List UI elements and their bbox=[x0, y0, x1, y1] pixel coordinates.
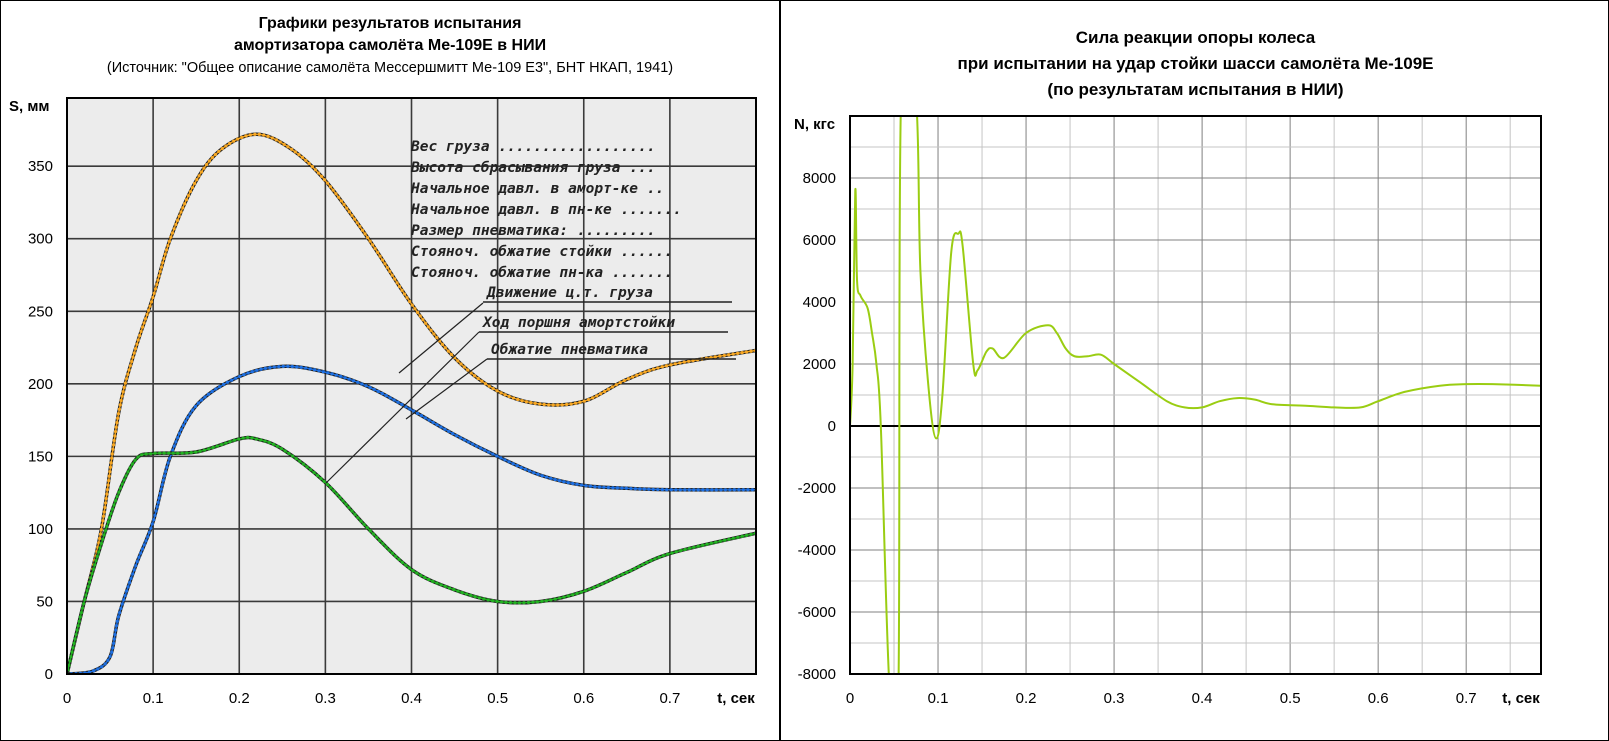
handwritten-parameter: Высота сбрасывания груза ... bbox=[410, 160, 655, 176]
y-axis-label: S, мм bbox=[9, 98, 50, 115]
y-axis-label: N, кгс bbox=[794, 116, 835, 133]
y-tick-label: -6000 bbox=[798, 604, 836, 621]
y-tick-label: 300 bbox=[28, 231, 53, 248]
series-group bbox=[67, 132, 756, 674]
panel-divider bbox=[779, 1, 781, 740]
y-tick-label: -2000 bbox=[798, 480, 836, 497]
handwritten-parameter: Начальное давл. в пн-ке ....... bbox=[410, 202, 682, 218]
plot-border bbox=[66, 97, 757, 675]
x-tick-label: 0.7 bbox=[659, 690, 680, 707]
x-tick-label: 0.4 bbox=[401, 690, 422, 707]
y-tick-label: 0 bbox=[828, 418, 836, 435]
y-tick-label: 6000 bbox=[803, 232, 836, 249]
x-tick-label: 0.6 bbox=[1368, 690, 1389, 707]
series-group bbox=[850, 116, 1541, 674]
y-tick-label: 4000 bbox=[803, 294, 836, 311]
handwritten-parameter: Стояноч. обжатие пн-ка ....... bbox=[411, 265, 673, 281]
x-tick-label: 0.1 bbox=[928, 690, 949, 707]
y-tick-label: 2000 bbox=[803, 356, 836, 373]
left-chart: 0 50 100 150 200 250 300 350 0 0.1 0.2 0.3 0.4 0.5 0.6… bbox=[9, 97, 757, 707]
x-tick-label: 0.3 bbox=[315, 690, 336, 707]
series-markers bbox=[67, 364, 756, 674]
leader-line bbox=[325, 331, 480, 484]
left-title-line2: амортизатора самолёта Ме-109Е в НИИ bbox=[233, 37, 547, 54]
left-title-line1: Графики результатов испытания bbox=[258, 15, 522, 32]
left-source-note: (Источник: "Общее описание самолёта Месс… bbox=[106, 60, 674, 76]
x-tick-label: 0.6 bbox=[573, 690, 594, 707]
series-line bbox=[850, 116, 1541, 674]
right-title-line1: Сила реакции опоры колеса bbox=[1075, 28, 1316, 47]
series-markers bbox=[67, 435, 756, 674]
x-tick-label: 0.1 bbox=[143, 690, 164, 707]
x-tick-label: 0 bbox=[846, 690, 854, 707]
x-tick-label: 0 bbox=[63, 690, 71, 707]
left-chart-title: Графики результатов испытания амортизато… bbox=[1, 13, 779, 79]
y-tick-label: 50 bbox=[36, 593, 53, 610]
y-tick-label: 200 bbox=[28, 376, 53, 393]
x-tick-label: 0.2 bbox=[1016, 690, 1037, 707]
plot-border bbox=[849, 115, 1542, 675]
y-tick-label: -8000 bbox=[798, 666, 836, 683]
series-markers bbox=[67, 132, 756, 674]
right-chart-title: Сила реакции опоры колеса при испытании … bbox=[781, 25, 1608, 103]
right-title-line3: (по результатам испытания в НИИ) bbox=[1047, 80, 1344, 99]
curve-label: Обжатие пневматика bbox=[491, 342, 648, 358]
right-title-line2: при испытании на удар стойки шасси самол… bbox=[957, 54, 1434, 73]
x-tick-label: 0.5 bbox=[1280, 690, 1301, 707]
leader-line bbox=[405, 358, 488, 420]
y-tick-label: 100 bbox=[28, 521, 53, 538]
curve-label: Движение ц.т. груза bbox=[486, 285, 653, 301]
x-tick-label: 0.4 bbox=[1192, 690, 1213, 707]
x-tick-label: 0.3 bbox=[1104, 690, 1125, 707]
x-tick-label: 0.7 bbox=[1456, 690, 1477, 707]
y-tick-label: 150 bbox=[28, 448, 53, 465]
x-tick-label: 0.2 bbox=[229, 690, 250, 707]
y-tick-label: 8000 bbox=[803, 170, 836, 187]
right-chart: -8000 -6000 -4000 -2000 0 2000 4000 6000 8000 0 0.… bbox=[794, 115, 1542, 707]
y-tick-label: 0 bbox=[45, 666, 53, 683]
handwritten-parameter: Стояноч. обжатие стойки ...... bbox=[411, 244, 673, 260]
curve-label: Ход поршня амортстойки bbox=[481, 315, 675, 331]
handwritten-parameter: Вес груза .................. bbox=[410, 139, 655, 155]
y-tick-label: -4000 bbox=[798, 542, 836, 559]
y-tick-label: 350 bbox=[28, 158, 53, 175]
y-tick-label: 250 bbox=[28, 303, 53, 320]
x-tick-label: 0.5 bbox=[487, 690, 508, 707]
leader-line bbox=[398, 302, 484, 374]
handwritten-parameter: Размер пневматика: ......... bbox=[411, 223, 655, 239]
x-axis-label: t, сек bbox=[717, 690, 755, 707]
x-axis-label: t, сек bbox=[1502, 690, 1540, 707]
handwritten-parameter: Начальное давл. в аморт-ке .. bbox=[410, 181, 664, 197]
